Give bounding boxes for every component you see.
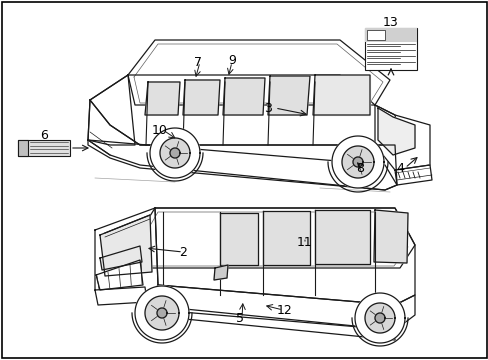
Polygon shape — [135, 286, 189, 340]
Text: 7: 7 — [194, 55, 202, 68]
Polygon shape — [88, 75, 135, 145]
Polygon shape — [331, 136, 383, 188]
Polygon shape — [145, 296, 179, 330]
Polygon shape — [170, 148, 180, 158]
Polygon shape — [100, 215, 152, 276]
Polygon shape — [377, 108, 414, 155]
Polygon shape — [312, 75, 369, 115]
Polygon shape — [100, 246, 142, 270]
Polygon shape — [130, 208, 414, 268]
Text: 12: 12 — [277, 303, 292, 316]
Polygon shape — [88, 140, 396, 190]
Text: 6: 6 — [40, 129, 48, 141]
Bar — [18, 140, 70, 156]
Polygon shape — [263, 211, 309, 265]
Polygon shape — [220, 213, 258, 265]
Polygon shape — [354, 293, 404, 343]
Polygon shape — [267, 76, 309, 115]
Polygon shape — [214, 265, 227, 280]
Polygon shape — [352, 157, 362, 167]
Bar — [364, 28, 416, 42]
Text: 10: 10 — [152, 123, 167, 136]
Polygon shape — [223, 78, 264, 115]
Polygon shape — [314, 210, 369, 264]
Polygon shape — [96, 260, 142, 290]
Bar — [364, 28, 416, 70]
Bar — [18, 140, 28, 156]
Polygon shape — [364, 303, 394, 333]
Polygon shape — [128, 40, 389, 105]
Text: 5: 5 — [236, 311, 244, 324]
Polygon shape — [95, 208, 158, 305]
Text: 4: 4 — [395, 162, 403, 175]
Polygon shape — [374, 313, 384, 323]
Polygon shape — [88, 100, 396, 190]
Text: 9: 9 — [227, 54, 235, 67]
Polygon shape — [160, 138, 190, 168]
Bar — [366, 30, 384, 40]
Polygon shape — [374, 105, 429, 170]
Text: 8: 8 — [355, 162, 363, 175]
Polygon shape — [394, 165, 431, 185]
Polygon shape — [145, 82, 180, 115]
Text: 13: 13 — [382, 15, 398, 28]
Polygon shape — [95, 287, 147, 305]
Polygon shape — [341, 146, 373, 178]
Polygon shape — [157, 308, 167, 318]
Polygon shape — [150, 128, 200, 178]
Polygon shape — [183, 80, 220, 115]
Polygon shape — [90, 75, 399, 145]
Polygon shape — [373, 210, 407, 263]
Text: 2: 2 — [179, 246, 186, 258]
Text: 11: 11 — [297, 235, 312, 248]
Polygon shape — [145, 305, 394, 340]
Polygon shape — [158, 285, 414, 330]
Polygon shape — [155, 208, 414, 305]
Text: 3: 3 — [264, 102, 271, 114]
